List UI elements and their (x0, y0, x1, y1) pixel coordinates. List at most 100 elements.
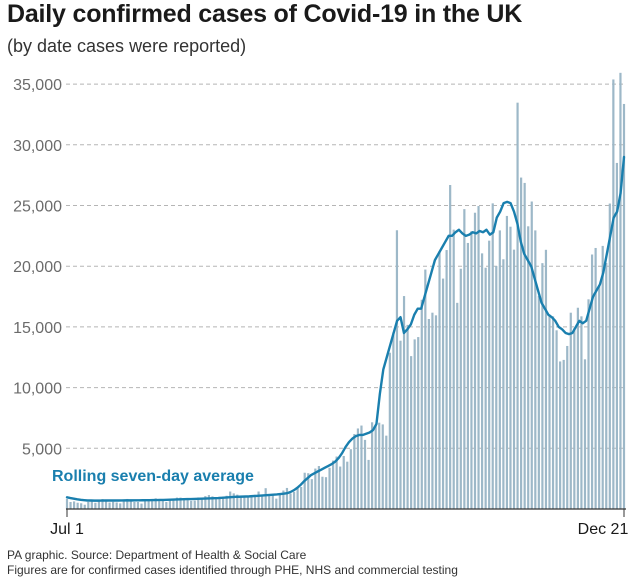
bar (619, 72, 622, 509)
chart-subtitle: (by date cases were reported) (7, 36, 247, 56)
bar (133, 501, 136, 509)
bar (580, 316, 583, 509)
bar (566, 345, 569, 509)
bar (310, 479, 313, 509)
bar (488, 240, 491, 509)
bar (207, 495, 211, 509)
bar (498, 230, 501, 509)
bar (523, 182, 526, 510)
bar (516, 102, 519, 510)
bar (324, 477, 328, 509)
bar (112, 501, 115, 509)
bar (300, 486, 303, 509)
bar (512, 249, 516, 509)
bar (268, 494, 271, 509)
bar (367, 459, 370, 509)
bar (222, 496, 225, 509)
bar (314, 468, 317, 509)
bar (438, 251, 441, 509)
bar (136, 501, 140, 509)
bar (583, 359, 587, 509)
bar (296, 488, 299, 509)
bar (434, 315, 438, 509)
bar (193, 500, 196, 509)
bar (190, 500, 193, 509)
bar (186, 499, 189, 509)
bar (551, 316, 555, 509)
bar (126, 498, 129, 509)
bar (587, 299, 590, 509)
bar (271, 494, 274, 509)
bar (69, 502, 72, 509)
y-tick-label: 25,000 (13, 199, 62, 216)
chart-title: Daily confirmed cases of Covid-19 in the… (7, 0, 523, 28)
bar (544, 249, 548, 509)
bar (143, 499, 147, 509)
bar (441, 278, 445, 509)
bar (388, 352, 391, 509)
bar (328, 467, 331, 509)
bar (449, 185, 452, 509)
bar (275, 498, 278, 509)
bar (374, 425, 377, 509)
bar (608, 203, 611, 510)
bar (509, 226, 512, 509)
bar (232, 493, 235, 509)
bar (253, 494, 257, 509)
data-note: Figures are for confirmed cases identifi… (7, 563, 458, 577)
bar (140, 503, 143, 509)
bar (154, 498, 157, 509)
bar (622, 103, 626, 510)
bar (392, 332, 395, 509)
bar (151, 499, 154, 509)
bar (353, 434, 356, 509)
bar (406, 324, 409, 509)
bar (424, 269, 427, 509)
x-tick-label-dec-21: Dec 21 (578, 521, 629, 538)
bar (548, 314, 551, 509)
bar (537, 295, 540, 509)
bar (246, 496, 250, 509)
bar (612, 79, 615, 509)
bar (410, 356, 413, 509)
bar (282, 490, 285, 509)
bar (257, 491, 260, 509)
bar (335, 456, 338, 509)
bar (417, 337, 420, 509)
y-tick-label: 10,000 (13, 381, 62, 398)
bar (576, 307, 579, 509)
bar (218, 496, 221, 509)
bar (399, 340, 402, 509)
bar (477, 206, 480, 509)
bar (456, 302, 459, 509)
bar (250, 496, 253, 509)
bar (175, 497, 179, 509)
bar (378, 422, 381, 509)
bar (445, 250, 448, 510)
bar (119, 503, 122, 509)
y-tick-label: 35,000 (13, 77, 62, 94)
bars (65, 72, 626, 510)
bar (594, 247, 597, 509)
bar (225, 495, 228, 509)
bar (197, 497, 200, 509)
bar (534, 230, 537, 509)
bar (420, 299, 423, 509)
bar (65, 498, 69, 509)
bar (83, 504, 86, 509)
bar (527, 226, 530, 510)
bar (590, 254, 594, 509)
bar (459, 268, 462, 509)
bar (452, 229, 455, 509)
bar (615, 162, 618, 509)
bar (239, 496, 242, 509)
bar (530, 201, 533, 509)
bar (108, 502, 111, 509)
bar (87, 501, 90, 509)
bar (395, 230, 399, 509)
bar (605, 263, 608, 509)
bar (200, 498, 203, 509)
bar (289, 493, 292, 509)
bar (541, 263, 544, 509)
